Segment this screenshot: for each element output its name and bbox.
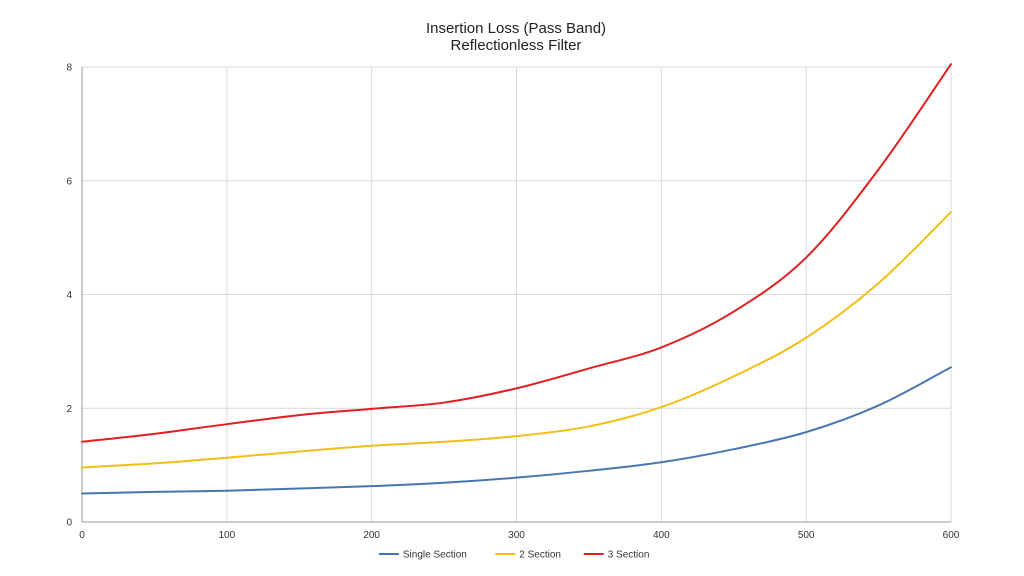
series-line-3: [81, 63, 952, 443]
x-tick-label: 200: [363, 530, 380, 541]
legend: Single Section 2 Section 3 Section: [378, 550, 650, 561]
y-tick-label: 4: [66, 290, 72, 301]
x-tick-label: 0: [79, 530, 85, 541]
legend-label: 2 Section: [519, 550, 561, 561]
x-tick-label: 400: [653, 530, 670, 541]
series-line-1: [81, 366, 952, 495]
y-tick-label: 6: [66, 176, 72, 187]
legend-label: 3 Section: [608, 550, 650, 561]
chart-subtitle: Reflectionless Filter: [450, 37, 582, 54]
y-tick-label: 8: [66, 63, 72, 74]
legend-item: 2 Section: [495, 550, 561, 561]
x-tick-label: 600: [943, 530, 960, 541]
legend-item: Single Section: [378, 550, 467, 561]
axis-layer: 0 2 4 6 8 0 100 200 300 400 500 600: [66, 63, 959, 542]
legend-label: Single Section: [403, 550, 467, 561]
legend-item: 3 Section: [583, 550, 650, 561]
chart-title: Insertion Loss (Pass Band): [425, 20, 607, 37]
grid-layer: [81, 66, 952, 523]
chart-title-block: Insertion Loss (Pass Band) Reflectionles…: [0, 20, 1024, 54]
x-tick-label: 100: [218, 530, 235, 541]
series-line-2: [81, 211, 952, 469]
y-tick-label: 2: [66, 404, 72, 415]
x-tick-label: 500: [798, 530, 815, 541]
y-tick-label: 0: [66, 518, 72, 529]
series-layer: [81, 63, 952, 495]
x-tick-label: 300: [508, 530, 525, 541]
